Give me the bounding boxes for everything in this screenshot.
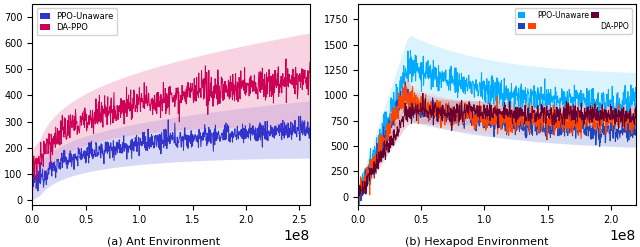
Text: (b) Hexapod Environment: (b) Hexapod Environment	[405, 237, 548, 247]
Legend: PPO-Unaware, DA-PPO: PPO-Unaware, DA-PPO	[36, 8, 117, 36]
Legend: , , PPO-Unaware, , , DA-PPO: , , PPO-Unaware, , , DA-PPO	[515, 8, 632, 34]
Text: (a) Ant Environment: (a) Ant Environment	[107, 237, 220, 247]
